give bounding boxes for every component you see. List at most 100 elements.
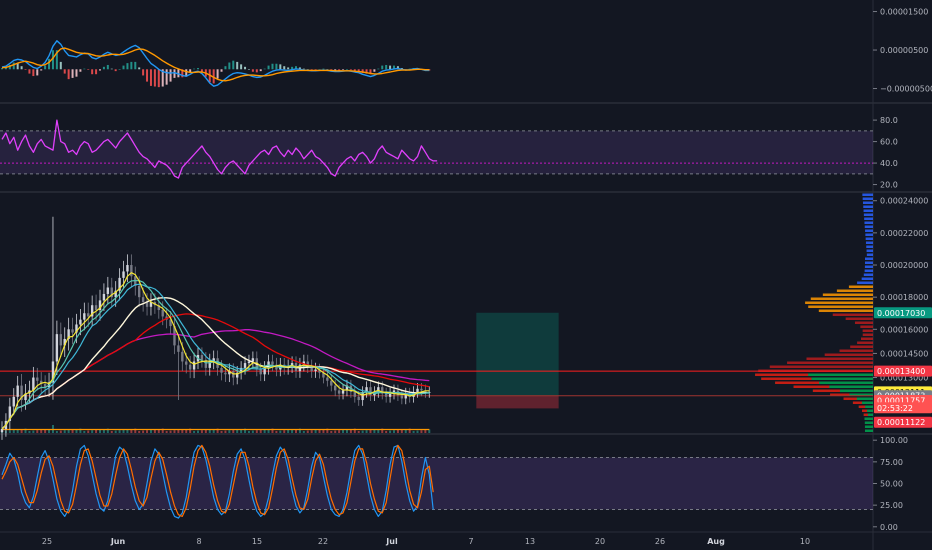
macd-histogram-bar [83, 68, 86, 70]
macd-histogram-bar [295, 66, 297, 70]
volume-bar [416, 430, 419, 433]
candle-body [247, 361, 251, 364]
volume-bar [208, 429, 211, 433]
time-tick-label: 15 [252, 537, 262, 546]
volume-bar [44, 429, 47, 433]
volume-bar [310, 430, 313, 433]
ma-teal-line [1, 280, 430, 430]
volume-bar [193, 431, 196, 433]
volume-bar [165, 431, 168, 433]
volume-profile-row [864, 429, 873, 432]
price-tag[interactable]: 02:53:22 [874, 402, 932, 414]
volume-profile-row [775, 381, 873, 384]
candle-body [263, 367, 266, 375]
macd-histogram-bar [228, 62, 231, 70]
volume-bar [283, 430, 286, 433]
price-tag-background [874, 402, 932, 414]
macd-histogram-bar [181, 69, 184, 78]
time-axis[interactable]: 25 Jun 8 15 22 Jul 7 13 20 26 Aug 10 [42, 537, 810, 546]
price-tag[interactable]: 0.00017030 [874, 307, 932, 319]
plot-area[interactable] [0, 40, 873, 519]
volume-bar [138, 431, 141, 433]
candle-body [302, 361, 306, 365]
time-tick-label: 7 [468, 537, 473, 546]
volume-profile-row-sell [755, 373, 809, 376]
macd-histogram-bar [63, 69, 66, 74]
candle-body [51, 361, 55, 383]
macd-histogram-bar [16, 63, 19, 70]
volume-bar [232, 429, 235, 433]
price-axis[interactable]: 0.00001500 0.00000500 −0.00000500 80.0 60.0 4… [873, 8, 932, 532]
volume-profile-row-sell [858, 405, 866, 408]
volume-bar [287, 429, 290, 433]
price-tag[interactable]: 0.00011122 [874, 416, 932, 428]
candle-body [94, 305, 98, 311]
stoch-tick-label: 0.00 [880, 523, 898, 532]
volume-bar [334, 430, 337, 433]
volume-bar [326, 428, 329, 433]
price-tag-label: 0.00017030 [877, 309, 925, 318]
volume-bar [95, 429, 98, 433]
macd-histogram-bar [408, 68, 411, 70]
time-tick-label: Jun [110, 537, 126, 546]
long-position-target-zone[interactable] [476, 312, 559, 396]
price-tag-background [874, 416, 932, 428]
volume-profile-row-sell [830, 393, 850, 396]
macd-histogram-bar [326, 69, 329, 70]
macd-histogram-bar [259, 69, 262, 72]
macd-line [1, 40, 430, 87]
candle-body [404, 393, 407, 399]
candle-body [83, 313, 86, 320]
volume-bar [220, 431, 223, 433]
candle-body [36, 377, 39, 381]
macd-histogram-bar [142, 69, 145, 76]
macd-histogram-bar [79, 69, 82, 72]
candle-body [43, 383, 47, 388]
price-tag-label: 02:53:22 [877, 404, 913, 413]
candle-body [251, 358, 255, 362]
candle-body [243, 363, 247, 368]
macd-histogram-bar [99, 69, 101, 71]
macd-histogram-bar [216, 69, 219, 79]
candle-body [271, 361, 274, 365]
volume-bar [420, 430, 423, 433]
volume-profile-row [862, 329, 873, 332]
candle-body [71, 329, 74, 333]
candle-body [59, 334, 62, 346]
volume-bar [161, 428, 164, 433]
volume-profile-row [864, 217, 873, 220]
volume-profile-row [808, 305, 873, 308]
long-position-stop-zone[interactable] [476, 395, 559, 409]
volume-bar [110, 431, 113, 433]
candle-body [400, 395, 404, 399]
volume-bar [63, 430, 66, 433]
volume-profile-row [810, 297, 873, 300]
volume-bar [369, 429, 372, 433]
macd-histogram-bar [173, 69, 176, 78]
volume-bar [342, 429, 345, 433]
volume-bar [306, 430, 309, 433]
volume-bar [146, 430, 149, 433]
volume-bar [216, 428, 219, 433]
volume-bar [424, 429, 427, 433]
volume-bar [106, 428, 109, 433]
stoch-tick-label: 50.00 [880, 480, 903, 489]
volume-bar [263, 429, 266, 433]
volume-profile-row [852, 401, 873, 404]
candle-body [98, 300, 102, 311]
volume-bar [314, 429, 317, 433]
candle-body [118, 277, 121, 291]
candle-body [130, 265, 133, 277]
price-tag[interactable]: 0.00013400 [874, 365, 932, 377]
volume-bar [404, 429, 407, 433]
macd-histogram-bar [130, 61, 133, 70]
candle-body [200, 355, 204, 360]
volume-profile-row-sell [812, 389, 840, 392]
price-tag-background [874, 365, 932, 377]
candle-body [177, 345, 180, 352]
volume-bar [236, 429, 239, 433]
macd-histogram-bar [334, 69, 337, 71]
candle-body [212, 358, 215, 362]
